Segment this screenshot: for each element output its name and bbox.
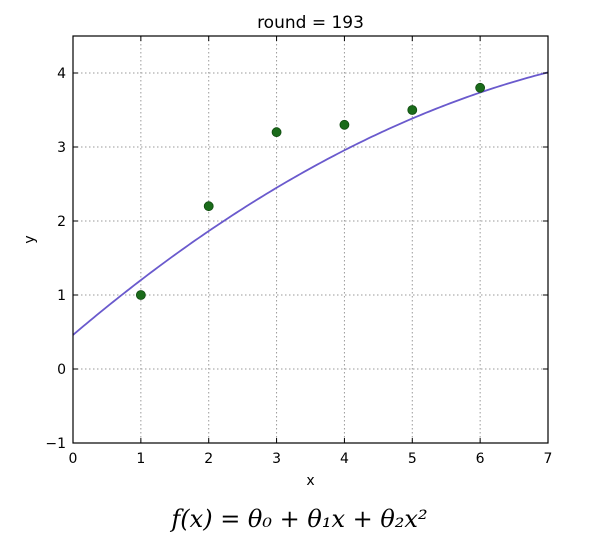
model-formula: f(x) = θ₀ + θ₁x + θ₂x² <box>171 505 428 533</box>
x-tick-label: 0 <box>69 451 78 467</box>
data-point <box>407 105 418 115</box>
data-point <box>339 119 350 130</box>
x-axis-label: x <box>306 473 314 489</box>
fit-curve-group <box>72 71 549 336</box>
y-tick-label: 3 <box>57 140 66 156</box>
y-tick-label: 0 <box>57 362 66 378</box>
x-tick-label: 7 <box>544 451 553 467</box>
plot-frame <box>72 35 549 444</box>
y-tick-label: 1 <box>57 288 66 304</box>
data-points <box>135 82 486 300</box>
grid <box>73 36 548 443</box>
y-tick-label: 2 <box>57 214 66 230</box>
data-point <box>203 201 214 212</box>
x-tick-label: 4 <box>340 451 349 467</box>
y-tick-label: 4 <box>57 66 66 82</box>
fit-curve <box>72 71 549 336</box>
data-point <box>271 127 282 138</box>
x-tick-label: 1 <box>136 451 145 467</box>
y-tick-label: −1 <box>45 436 66 452</box>
chart-title: round = 193 <box>257 13 364 33</box>
x-tick-label: 5 <box>408 451 417 467</box>
data-point <box>135 290 146 300</box>
x-tick-label: 2 <box>204 451 213 467</box>
x-tick-label: 6 <box>476 451 485 467</box>
data-point <box>475 82 486 93</box>
y-axis-label: y <box>22 235 38 243</box>
x-tick-label: 3 <box>272 451 281 467</box>
